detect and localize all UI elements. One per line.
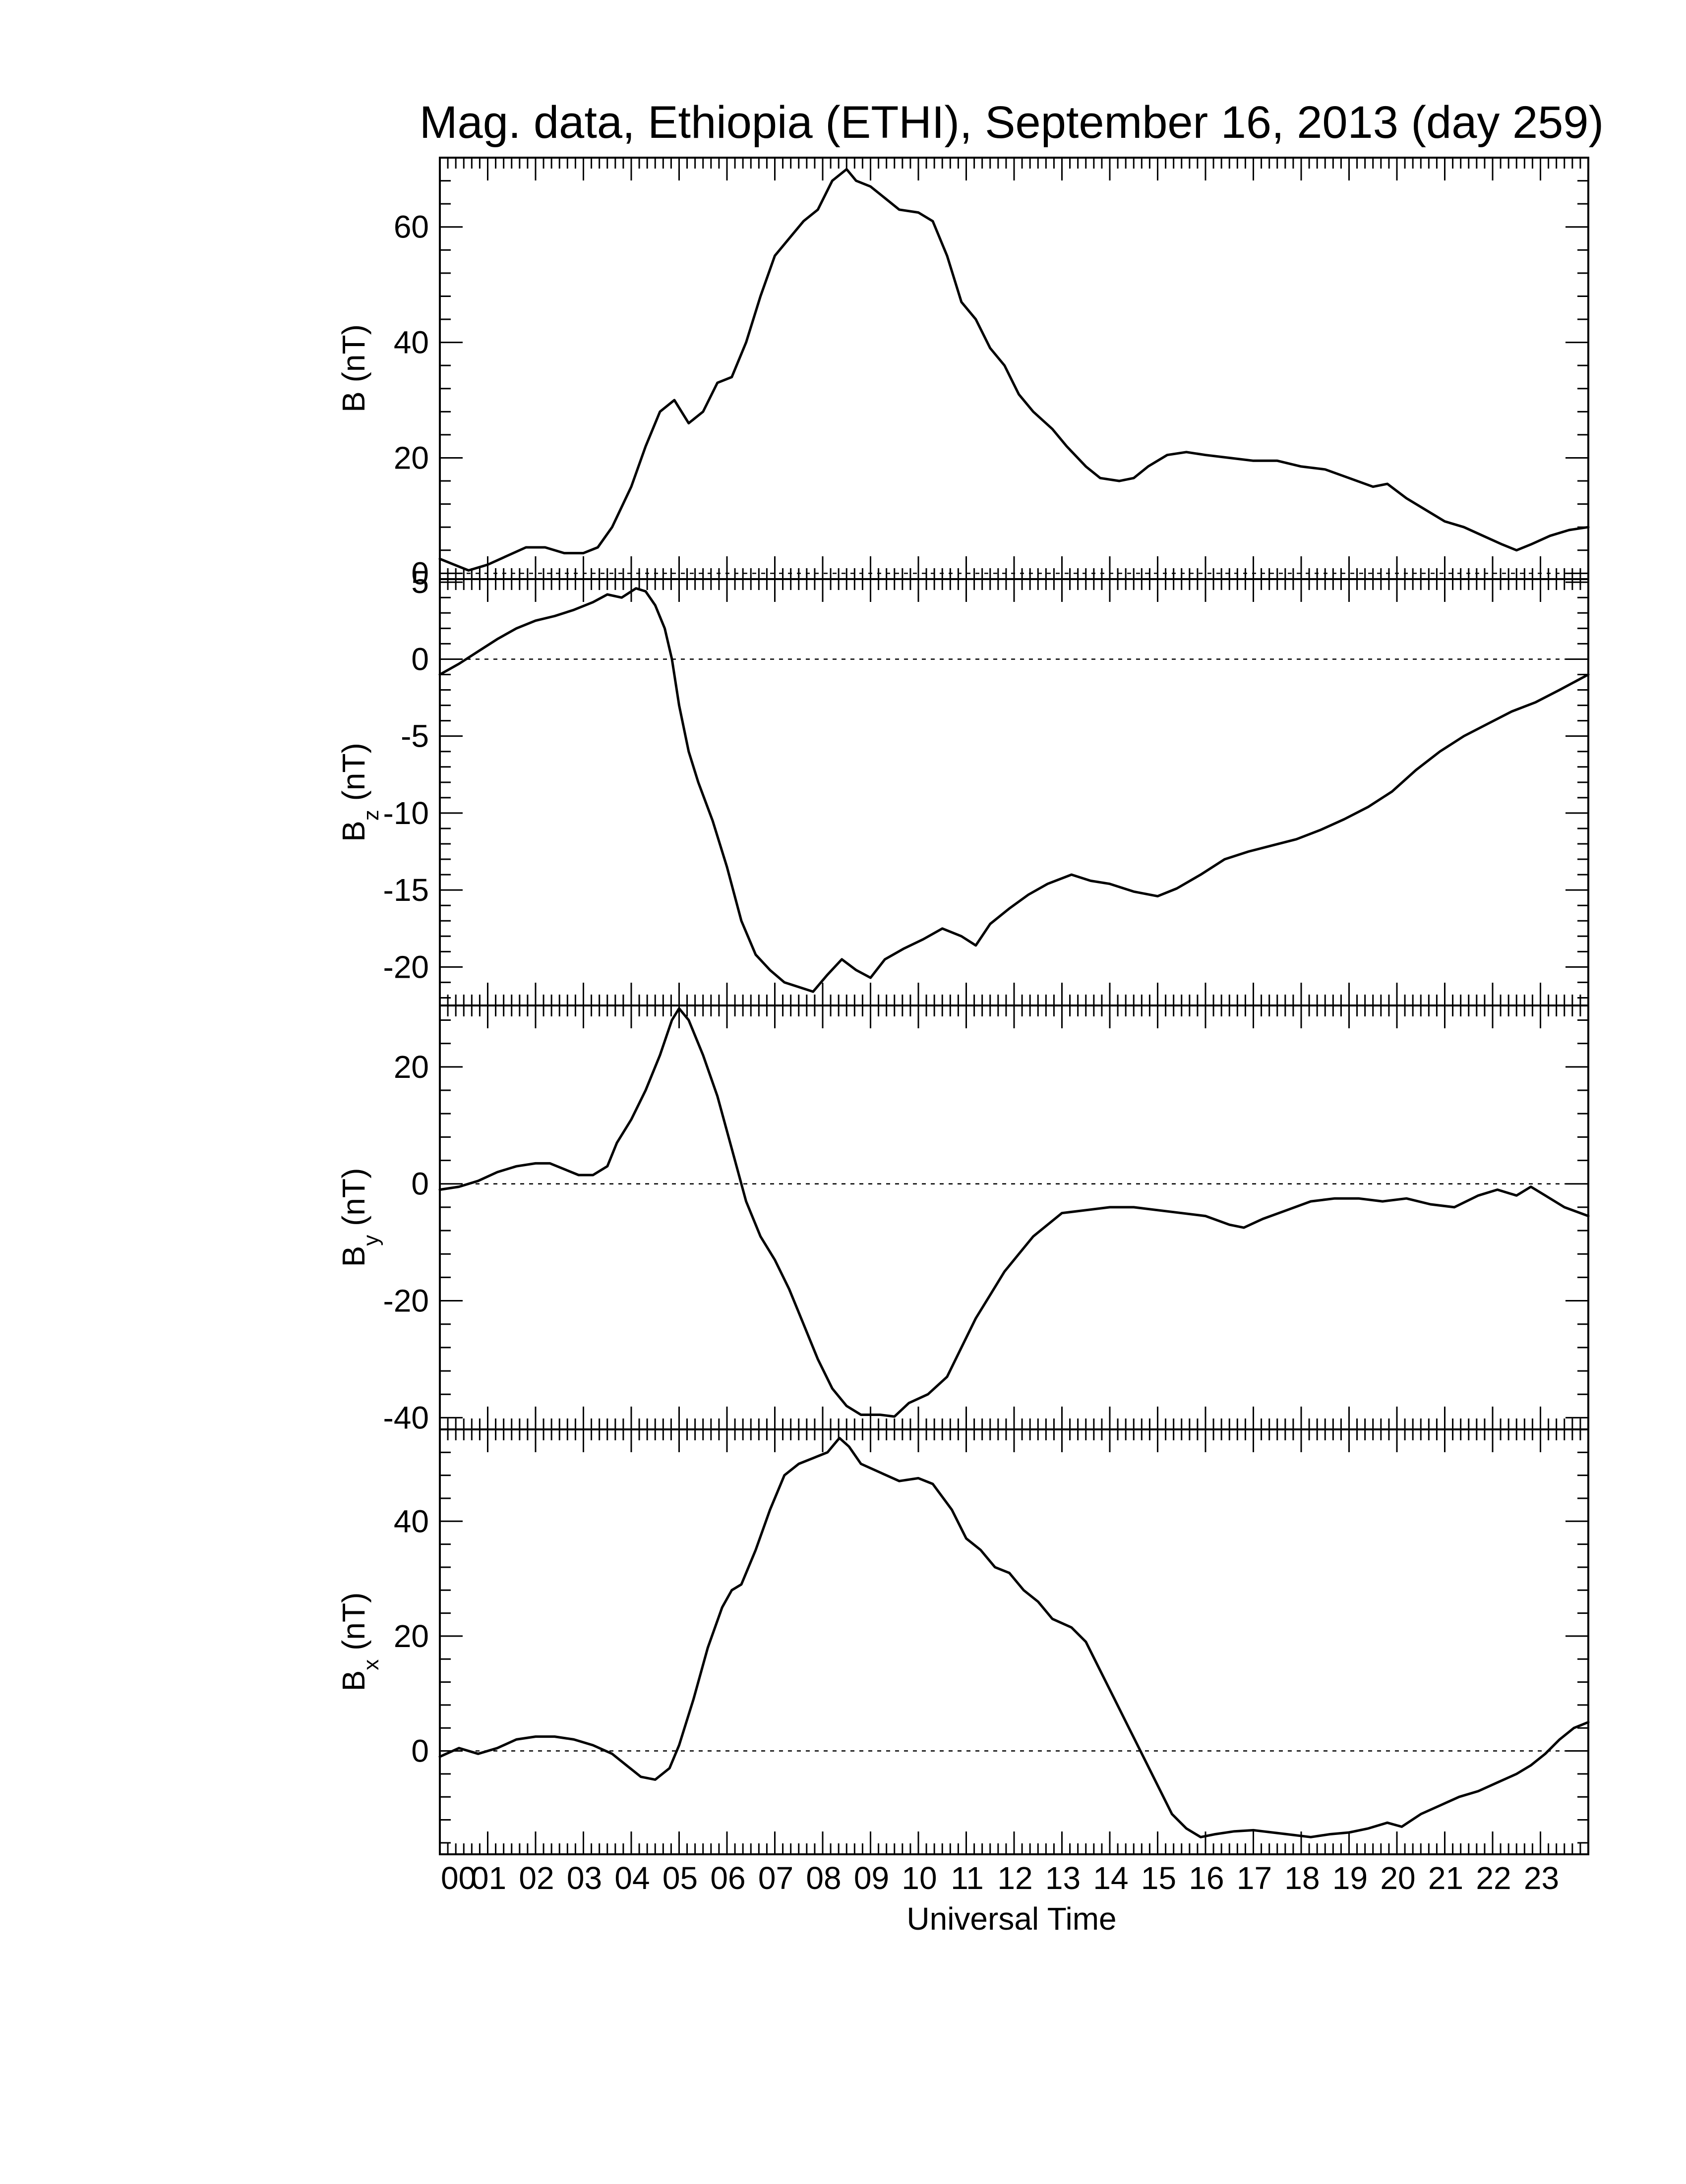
panel-Bx: 0 20 40 Bx (nT): [336, 1428, 1590, 1855]
series-line-By: [438, 1007, 1590, 1418]
y-tick-label: 0: [411, 641, 429, 677]
panel-frame-B: [439, 157, 1589, 580]
series-line-B: [438, 168, 1590, 572]
x-tick-label: 05: [662, 1860, 698, 1896]
y-tick-label: 20: [394, 1618, 429, 1654]
x-tick-label: 02: [519, 1860, 554, 1896]
x-tick-label: 20: [1380, 1860, 1415, 1896]
x-tick-label: 18: [1284, 1860, 1320, 1896]
x-tick-label: 09: [854, 1860, 889, 1896]
x-tick-label: 15: [1141, 1860, 1176, 1896]
x-tick-label: 21: [1428, 1860, 1463, 1896]
x-tick-label: 04: [614, 1860, 650, 1896]
x-axis-label: Universal Time: [906, 1901, 1116, 1937]
panel-Bz: -20 -15 -10 -5 0 5 Bz (nT): [336, 564, 1590, 1006]
x-tick-label: 10: [902, 1860, 937, 1896]
y-axis-label-By: By (nT): [336, 1168, 383, 1267]
series-line-Bx: [438, 1436, 1590, 1838]
x-tick-label: 17: [1237, 1860, 1272, 1896]
y-tick-label: -20: [383, 1283, 429, 1319]
y-tick-label: 60: [394, 209, 429, 245]
y-tick-label: 0: [411, 1166, 429, 1202]
panel-frame-Bx: [439, 1428, 1589, 1855]
x-tick-label: 01: [471, 1860, 506, 1896]
x-tick-label: 16: [1189, 1860, 1224, 1896]
y-tick-label: 0: [411, 555, 429, 591]
series-line-Bz: [438, 587, 1590, 993]
x-tick-label: 22: [1476, 1860, 1511, 1896]
y-tick-label: 5: [411, 564, 429, 600]
y-tick-label: 40: [394, 1503, 429, 1539]
y-tick-label: 40: [394, 325, 429, 360]
x-tick-label: 07: [758, 1860, 793, 1896]
y-tick-label: -20: [383, 949, 429, 985]
y-tick-label: -5: [401, 718, 429, 754]
panel-frame-Bz: [439, 578, 1589, 1006]
y-tick-label: -15: [383, 872, 429, 908]
x-tick-label: 06: [710, 1860, 745, 1896]
y-tick-label: -10: [383, 795, 429, 831]
chart-title: Mag. data, Ethiopia (ETHI), September 16…: [420, 97, 1604, 148]
x-tick-label: 19: [1332, 1860, 1368, 1896]
x-tick-label: 23: [1524, 1860, 1559, 1896]
y-axis-label-B: B (nT): [336, 324, 371, 413]
y-axis-label-Bx: Bx (nT): [336, 1593, 383, 1692]
panel-frame-By: [439, 1004, 1589, 1430]
y-axis-label-Bz: Bz (nT): [336, 743, 383, 842]
x-tick-label: 11: [951, 1860, 983, 1896]
y-tick-label: 20: [394, 1049, 429, 1085]
panel-By: -40 -20 0 20 By (nT): [336, 1004, 1590, 1435]
y-tick-label: -40: [383, 1400, 429, 1435]
x-tick-label: 13: [1045, 1860, 1081, 1896]
x-tick-label: 12: [997, 1860, 1032, 1896]
y-tick-label: 0: [411, 1733, 429, 1769]
x-tick-label: 00: [441, 1860, 476, 1896]
x-tick-label: 08: [806, 1860, 841, 1896]
y-tick-label: 20: [394, 440, 429, 475]
x-tick-label: 14: [1093, 1860, 1128, 1896]
x-tick-label: 03: [567, 1860, 602, 1896]
panel-B: 0 20 40 60 B (nT): [336, 157, 1590, 591]
